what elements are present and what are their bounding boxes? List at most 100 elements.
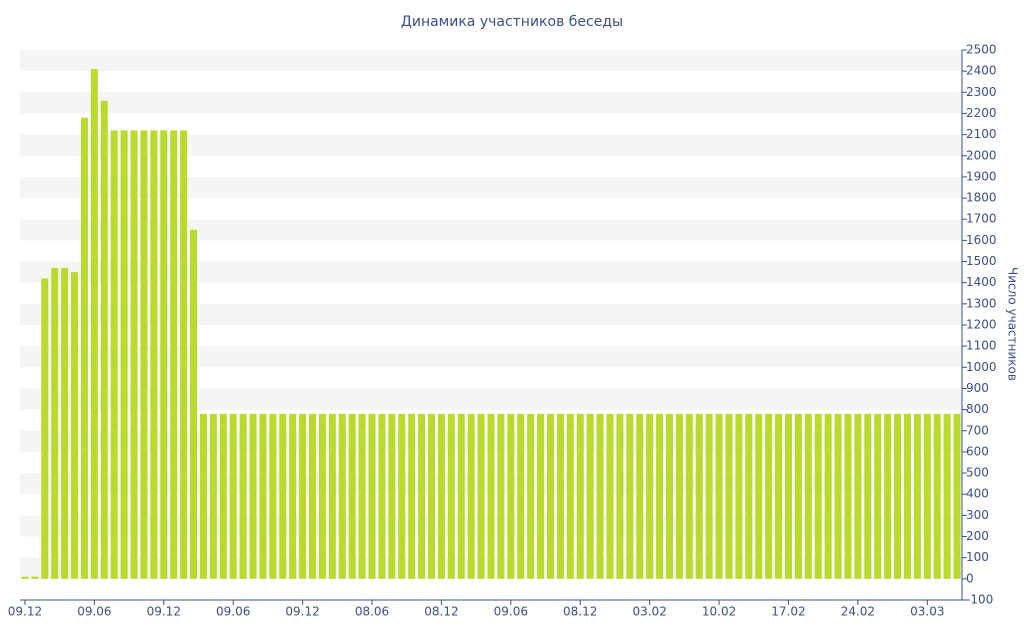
bar [953,413,961,579]
bar [576,413,584,579]
bar [923,413,931,579]
bar [368,413,376,579]
grid-band [20,176,962,199]
x-tick-label: 09.12 [8,605,42,619]
bar [398,413,406,579]
y-tick-label: 1200 [966,318,997,332]
y-tick-label: 2500 [966,43,997,57]
x-tick-label: 17.02 [771,605,805,619]
bar [775,413,783,579]
y-tick-label: 600 [966,444,989,458]
x-tick-label: 03.03 [910,605,944,619]
bar [428,413,436,579]
bar [546,413,554,579]
bar [824,413,832,579]
bar [318,413,326,579]
grid-band [20,134,962,156]
x-tick-label: 09.06 [77,605,111,619]
bar [31,576,39,579]
bar [656,413,664,579]
bar [755,413,763,579]
bar [487,413,495,579]
grid-band [20,50,962,72]
x-tick-label: 09.06 [216,605,250,619]
y-tick-label: 1700 [966,212,997,226]
bar [338,413,346,579]
y-tick-label: 1500 [966,254,997,268]
y-tick-label: 0 [966,571,974,585]
bar [170,130,178,579]
bar [784,413,792,579]
bar [735,413,743,579]
x-tick-label: 03.02 [632,605,666,619]
bar [61,267,69,579]
bar [457,413,465,579]
bar [894,413,902,579]
y-axis-label: Число участников [1006,267,1020,381]
bar [249,413,257,579]
y-tick-label: 1400 [966,275,997,289]
bar [794,413,802,579]
grid-band [20,219,962,241]
y-tick-label: 800 [966,402,989,416]
bar [854,413,862,579]
bar [90,69,98,579]
y-tick-label: 1900 [966,169,997,183]
x-tick-label: 09.12 [147,605,181,619]
bar [378,413,386,579]
bar [715,413,723,579]
bar [765,413,773,579]
bar [51,267,59,579]
y-tick-label: 1100 [966,339,997,353]
x-tick-label: 08.06 [355,605,389,619]
y-tick-label: -100 [966,593,993,607]
bar [626,413,634,579]
x-tick-label: 10.02 [702,605,736,619]
bar [209,413,217,579]
bar [437,413,445,579]
bar [725,413,733,579]
bar [834,413,842,579]
grid-band [20,388,962,410]
bar [269,413,277,579]
bar [497,413,505,579]
y-tick-label: 1600 [966,233,997,247]
bar [566,413,574,579]
bar [279,413,287,579]
bar [140,130,148,579]
bar [477,413,485,579]
bar [685,413,693,579]
bar [903,413,911,579]
bar [636,413,644,579]
y-tick-label: 300 [966,508,989,522]
bar [150,130,158,579]
y-tick-label: 1800 [966,191,997,205]
bar [814,413,822,579]
grid-band [20,92,962,114]
bar [110,130,118,579]
bar [596,413,604,579]
bar [418,413,426,579]
bar [864,413,872,579]
chart-title: Динамика участников беседы [401,14,623,30]
bar [527,413,535,579]
bar [537,413,545,579]
bar [358,413,366,579]
bar [507,413,515,579]
bar [913,413,921,579]
bar [41,278,49,579]
bar [160,130,168,579]
bar [705,413,713,579]
y-tick-label: 700 [966,423,989,437]
bar [517,413,525,579]
bar [71,272,79,579]
bar [328,413,336,579]
bar [348,413,356,579]
y-tick-label: 1300 [966,296,997,310]
bar [646,413,654,579]
bar [289,413,297,579]
y-tick-label: 100 [966,550,989,564]
y-tick-label: 1000 [966,360,997,374]
bar [467,413,475,579]
